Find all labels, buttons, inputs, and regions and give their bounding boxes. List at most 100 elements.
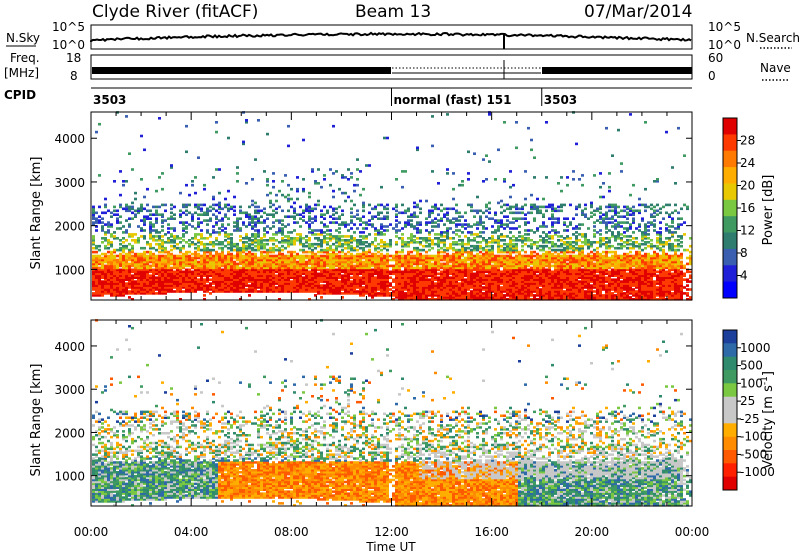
heatmap-cell <box>503 255 506 258</box>
heatmap-cell <box>425 217 428 220</box>
heatmap-cell <box>494 219 497 222</box>
heatmap-cell <box>524 255 527 258</box>
heatmap-cell <box>215 221 218 224</box>
heatmap-cell <box>284 239 287 242</box>
heatmap-cell <box>341 243 344 246</box>
heatmap-cell <box>470 231 473 234</box>
heatmap-cell <box>470 290 473 293</box>
heatmap-cell <box>536 206 539 209</box>
heatmap-cell <box>524 204 527 207</box>
heatmap-cell <box>260 221 263 224</box>
heatmap-cell <box>338 280 341 283</box>
heatmap-cell <box>527 233 530 236</box>
heatmap-cell <box>299 249 302 252</box>
heatmap-cell <box>266 231 269 234</box>
heatmap-cell <box>278 247 281 250</box>
heatmap-cell <box>473 210 476 213</box>
heatmap-cell <box>131 206 134 209</box>
heatmap-cell <box>275 249 278 252</box>
heatmap-cell <box>503 121 506 124</box>
heatmap-cell <box>263 243 266 246</box>
heatmap-cell <box>125 282 128 285</box>
heatmap-cell <box>149 243 152 246</box>
heatmap-cell <box>128 243 131 246</box>
heatmap-cell <box>161 213 164 216</box>
heatmap-cell <box>182 227 185 230</box>
heatmap-cell <box>182 212 185 215</box>
heatmap-cell <box>248 213 251 216</box>
heatmap-cell <box>107 210 110 213</box>
heatmap-cell <box>263 251 266 254</box>
heatmap-cell <box>296 261 299 264</box>
heatmap-cell <box>377 204 380 207</box>
heatmap-cell <box>440 271 443 274</box>
heatmap-cell <box>386 225 389 228</box>
heatmap-cell <box>119 227 122 230</box>
heatmap-cell <box>314 253 317 256</box>
heatmap-cell <box>134 210 137 213</box>
heatmap-cell <box>308 215 311 218</box>
heatmap-cell <box>362 235 365 238</box>
heatmap-cell <box>398 212 401 215</box>
heatmap-cell <box>215 131 218 134</box>
heatmap-cell <box>269 206 272 209</box>
heatmap-cell <box>377 217 380 220</box>
heatmap-cell <box>281 237 284 240</box>
heatmap-cell <box>401 204 404 207</box>
heatmap-cell <box>236 172 239 175</box>
heatmap-cell <box>356 249 359 252</box>
heatmap-cell <box>467 172 470 175</box>
heatmap-cell <box>341 221 344 224</box>
heatmap-cell <box>548 241 551 244</box>
heatmap-cell <box>407 251 410 254</box>
heatmap-cell <box>104 198 107 201</box>
heatmap-cell <box>431 210 434 213</box>
heatmap-cell <box>281 194 284 197</box>
heatmap-cell <box>137 237 140 240</box>
heatmap-cell <box>476 233 479 236</box>
heatmap-cell <box>233 221 236 224</box>
heatmap-cell <box>329 168 332 171</box>
heatmap-cell <box>212 225 215 228</box>
heatmap-cell <box>413 239 416 242</box>
heatmap-cell <box>341 255 344 258</box>
heatmap-cell <box>251 247 254 250</box>
heatmap-cell <box>506 235 509 238</box>
heatmap-cell <box>395 204 398 207</box>
heatmap-cell <box>284 235 287 238</box>
heatmap-cell <box>323 178 326 181</box>
heatmap-cell <box>335 217 338 220</box>
heatmap-cell <box>392 265 395 268</box>
heatmap-cell <box>209 217 212 220</box>
heatmap-cell <box>431 145 434 148</box>
heatmap-cell <box>542 245 545 248</box>
heatmap-cell <box>155 243 158 246</box>
heatmap-cell <box>158 231 161 234</box>
heatmap-cell <box>212 196 215 199</box>
heatmap-cell <box>515 217 518 220</box>
heatmap-cell <box>233 243 236 246</box>
heatmap-cell <box>98 267 101 270</box>
heatmap-cell <box>332 208 335 211</box>
heatmap-cell <box>125 115 128 118</box>
heatmap-cell <box>470 245 473 248</box>
heatmap-cell <box>254 206 257 209</box>
heatmap-cell <box>113 213 116 216</box>
heatmap-cell <box>266 178 269 181</box>
heatmap-cell <box>503 204 506 207</box>
heatmap-cell <box>269 237 272 240</box>
heatmap-cell <box>371 208 374 211</box>
heatmap-cell <box>119 239 122 242</box>
heatmap-cell <box>515 212 518 215</box>
freq-band-right <box>542 67 692 74</box>
heatmap-cell <box>431 255 434 258</box>
heatmap-cell <box>323 284 326 287</box>
heatmap-cell <box>344 176 347 179</box>
heatmap-cell <box>245 225 248 228</box>
heatmap-cell <box>527 255 530 258</box>
heatmap-cell <box>200 233 203 236</box>
heatmap-cell <box>332 243 335 246</box>
heatmap-cell <box>122 255 125 258</box>
heatmap-cell <box>461 223 464 226</box>
